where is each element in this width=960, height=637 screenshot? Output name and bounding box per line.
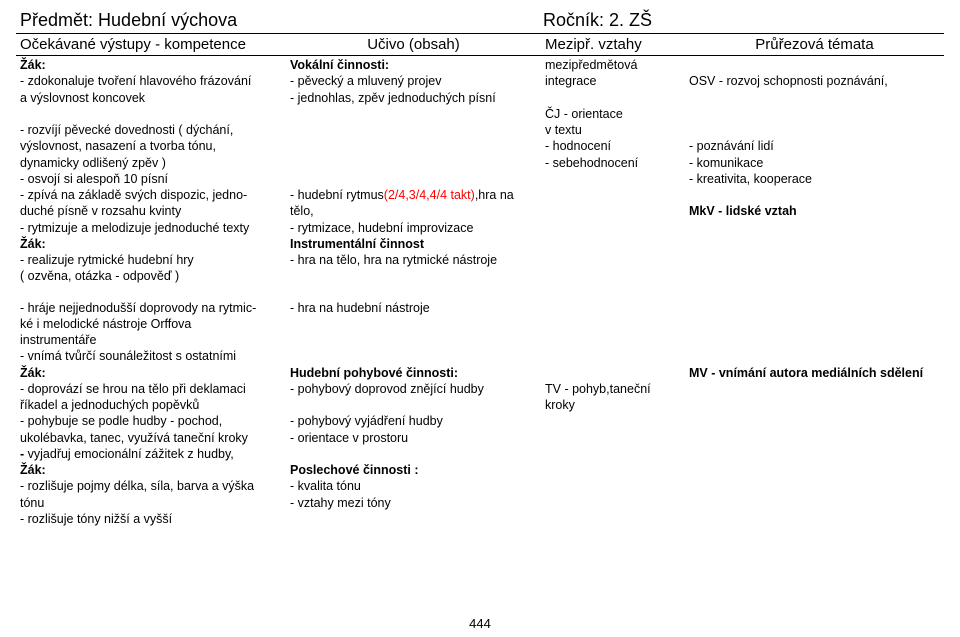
c2-line: - pěvecký a mluvený projev bbox=[290, 74, 441, 88]
c1-line: dynamicky odlišený zpěv ) bbox=[20, 156, 166, 170]
grade-cell: Ročník: 2. ZŠ bbox=[539, 8, 944, 33]
content-block-2: - hráje nejjednodušší doprovody na rytmi… bbox=[16, 299, 944, 528]
zak-heading: Žák: bbox=[20, 58, 46, 72]
c2-heading: Instrumentální činnost bbox=[290, 237, 424, 251]
subject-cell: Předmět: Hudební výchova bbox=[16, 8, 539, 33]
col2-block2: - hra na hudební nástroje Hudební pohybo… bbox=[286, 299, 541, 528]
c1-line: - doprovází se hrou na tělo při deklamac… bbox=[20, 382, 246, 396]
c1-line: - zdokonaluje tvoření hlavového frázován… bbox=[20, 74, 251, 88]
c2-heading: Poslechové činnosti : bbox=[290, 463, 419, 477]
c4-line: - poznávání lidí bbox=[689, 139, 774, 153]
c3-line: TV - pohyb,taneční bbox=[545, 382, 651, 396]
col4-block2: MV - vnímání autora mediálních sdělení bbox=[685, 299, 944, 528]
grade-value: 2. ZŠ bbox=[609, 10, 652, 30]
col-header-3: Mezipř. vztahy bbox=[541, 34, 685, 55]
c1-line: - hráje nejjednodušší doprovody na rytmi… bbox=[20, 301, 256, 315]
c1-line: tónu bbox=[20, 496, 44, 510]
col4-block1: OSV - rozvoj schopnosti poznávání, - poz… bbox=[685, 56, 944, 285]
c1-line: - rozlišuje tóny nižší a vyšší bbox=[20, 512, 172, 526]
col-header-4: Průřezová témata bbox=[685, 34, 944, 55]
zak-heading: Žák: bbox=[20, 463, 46, 477]
grade-label: Ročník: bbox=[543, 10, 604, 30]
c1-line: - zpívá na základě svých dispozic, jedno… bbox=[20, 188, 247, 202]
c1-line: - rytmizuje a melodizuje jednoduché text… bbox=[20, 221, 249, 235]
col2-block1: Vokální činnosti: - pěvecký a mluvený pr… bbox=[286, 56, 541, 285]
c4-line: - kreativita, kooperace bbox=[689, 172, 812, 186]
c1-line: duché písně v rozsahu kvinty bbox=[20, 204, 181, 218]
page-number: 444 bbox=[0, 616, 960, 631]
c1-line: - rozlišuje pojmy délka, síla, barva a v… bbox=[20, 479, 254, 493]
col1-block1: Žák: - zdokonaluje tvoření hlavového frá… bbox=[16, 56, 286, 285]
c2-line: - vztahy mezi tóny bbox=[290, 496, 391, 510]
c1-line: ukolébavka, tanec, využívá taneční kroky bbox=[20, 431, 248, 445]
c2-line: - pohybový vyjádření hudby bbox=[290, 414, 443, 428]
c2-heading: Vokální činnosti: bbox=[290, 58, 389, 72]
c3-line: integrace bbox=[545, 74, 596, 88]
c3-line: v textu bbox=[545, 123, 582, 137]
c2-line: - jednohlas, zpěv jednoduchých písní bbox=[290, 91, 496, 105]
col1-block2: - hráje nejjednodušší doprovody na rytmi… bbox=[16, 299, 286, 528]
c1-line: výslovnost, nasazení a tvorba tónu, bbox=[20, 139, 216, 153]
c2-l3b-red: (2/4,3/4,4/4 takt) bbox=[384, 188, 475, 202]
c2-l3a: - hudební rytmus bbox=[290, 188, 384, 202]
dash: - bbox=[20, 447, 28, 461]
c1-line: a výslovnost koncovek bbox=[20, 91, 145, 105]
c1-line: říkadel a jednoduchých popěvků bbox=[20, 398, 199, 412]
c4-line: MV - vnímání autora mediálních sdělení bbox=[689, 366, 923, 380]
c4-line: MkV - lidské vztah bbox=[689, 204, 797, 218]
c3-line: - hodnocení bbox=[545, 139, 611, 153]
c2-line-rytmus: - hudební rytmus(2/4,3/4,4/4 takt),hra n… bbox=[290, 188, 514, 218]
c4-line: - komunikace bbox=[689, 156, 763, 170]
subheader-row: Očekávané výstupy - kompetence Učivo (ob… bbox=[16, 34, 944, 56]
c1-line: ( ozvěna, otázka - odpověď ) bbox=[20, 269, 179, 283]
c3-line: - sebehodnocení bbox=[545, 156, 638, 170]
c2-heading: Hudební pohybové činnosti: bbox=[290, 366, 458, 380]
c4-line: OSV - rozvoj schopnosti poznávání, bbox=[689, 74, 888, 88]
c2-line: - pohybový doprovod znějící hudby bbox=[290, 382, 484, 396]
c1-l9b: vyjadřuj emocionální zážitek z hudby, bbox=[28, 447, 234, 461]
c2-line: - kvalita tónu bbox=[290, 479, 361, 493]
c2-line: - hra na tělo, hra na rytmické nástroje bbox=[290, 253, 497, 267]
c1-line: ké i melodické nástroje Orffova bbox=[20, 317, 191, 331]
c1-line: - pohybuje se podle hudby - pochod, bbox=[20, 414, 222, 428]
c1-line-bold-dash: - vyjadřuj emocionální zážitek z hudby, bbox=[20, 447, 234, 461]
content-block-1: Žák: - zdokonaluje tvoření hlavového frá… bbox=[16, 56, 944, 285]
header-row: Předmět: Hudební výchova Ročník: 2. ZŠ bbox=[16, 8, 944, 34]
c3-line: kroky bbox=[545, 398, 575, 412]
subject-value: Hudební výchova bbox=[98, 10, 237, 30]
zak-heading: Žák: bbox=[20, 366, 46, 380]
col-header-1: Očekávané výstupy - kompetence bbox=[16, 34, 286, 55]
col-header-2: Učivo (obsah) bbox=[286, 34, 541, 55]
c1-line: - osvojí si alespoň 10 písní bbox=[20, 172, 168, 186]
c3-line: mezipředmětová bbox=[545, 58, 637, 72]
c1-line: - rozvíjí pěvecké dovednosti ( dýchání, bbox=[20, 123, 233, 137]
c2-line: - hra na hudební nástroje bbox=[290, 301, 430, 315]
c1-line: instrumentáře bbox=[20, 333, 96, 347]
col3-block2: TV - pohyb,taneční kroky bbox=[541, 299, 685, 528]
c2-line: - orientace v prostoru bbox=[290, 431, 408, 445]
c1-line: - vnímá tvůrčí sounáležitost s ostatními bbox=[20, 349, 236, 363]
zak-heading: Žák: bbox=[20, 237, 46, 251]
subject-label: Předmět: bbox=[20, 10, 93, 30]
c2-line: - rytmizace, hudební improvizace bbox=[290, 221, 473, 235]
col3-block1: mezipředmětová integrace ČJ - orientace … bbox=[541, 56, 685, 285]
c1-line: - realizuje rytmické hudební hry bbox=[20, 253, 194, 267]
c3-line: ČJ - orientace bbox=[545, 107, 623, 121]
page-root: Předmět: Hudební výchova Ročník: 2. ZŠ O… bbox=[0, 0, 960, 637]
